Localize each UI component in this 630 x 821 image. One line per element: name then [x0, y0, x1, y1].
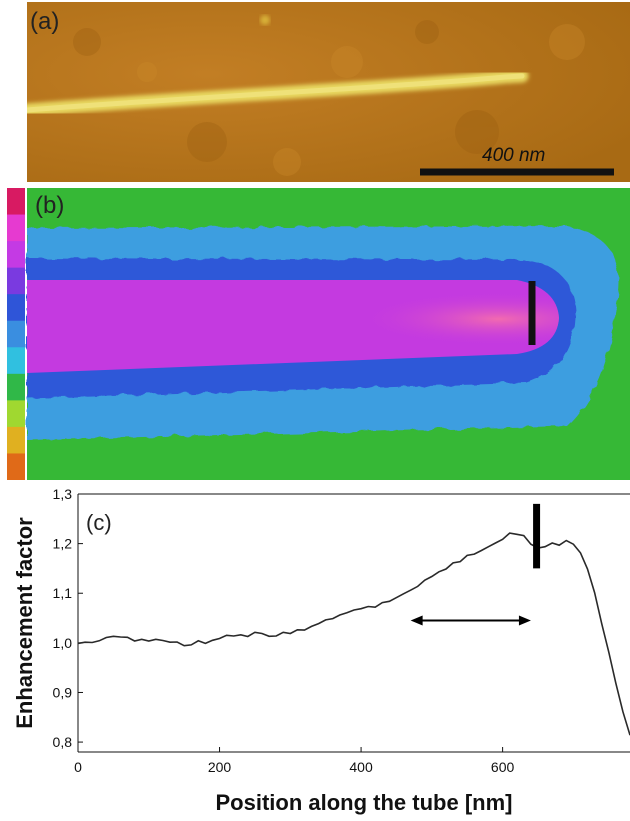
- y-axis-title: Enhancement factor: [12, 517, 37, 729]
- y-tick-label: 0,8: [53, 734, 73, 750]
- panel-a-label: (a): [30, 8, 60, 35]
- y-tick-label: 1,1: [53, 585, 73, 601]
- range-arrow-head-right: [518, 615, 531, 626]
- range-arrow-head-left: [410, 615, 423, 626]
- nanotube-highlight: [27, 73, 525, 113]
- colorbar-swatch: [7, 267, 25, 295]
- map-hotspot: [157, 280, 559, 358]
- colorbar-swatch: [7, 453, 25, 480]
- x-tick-label: 600: [491, 759, 515, 775]
- colorbar: [7, 188, 25, 480]
- colorbar-swatch: [7, 426, 25, 454]
- panel-c-label: (c): [86, 510, 112, 535]
- range-arrow: [410, 615, 531, 626]
- y-tick-label: 1,2: [53, 536, 73, 552]
- afm-image-graphic: [27, 2, 630, 182]
- panel-b-label: (b): [35, 192, 65, 219]
- colorbar-swatch: [7, 320, 25, 348]
- chart-frame: [77, 493, 630, 753]
- afm-noise: [73, 20, 585, 176]
- colorbar-swatch: [7, 294, 25, 322]
- scale-bar-label: 400 nm: [482, 145, 546, 166]
- colorbar-swatch: [7, 400, 25, 428]
- afm-topography-image: (a) 400 nm: [27, 2, 630, 182]
- afm-particle: [260, 15, 270, 25]
- colorbar-swatch: [7, 188, 25, 216]
- x-tick-label: 0: [74, 759, 82, 775]
- enhancement-map-graphic: [7, 188, 630, 480]
- enhancement-series-line: [77, 532, 630, 736]
- y-tick-label: 0,9: [53, 684, 73, 700]
- enhancement-chart: 0,8 0,9 1,0 1,1 1,2 1,3 0 200 400 600 Enhancemen…: [12, 486, 630, 815]
- colorbar-swatch: [7, 347, 25, 375]
- y-tick-label: 1,3: [53, 486, 73, 502]
- x-tick-label: 400: [349, 759, 373, 775]
- x-tick-label: 200: [208, 759, 232, 775]
- colorbar-swatch: [7, 214, 25, 242]
- colorbar-swatch: [7, 241, 25, 269]
- y-tick-label: 1,0: [53, 635, 73, 651]
- colorbar-swatch: [7, 373, 25, 401]
- x-axis: 0 200 400 600: [74, 747, 515, 775]
- x-axis-title: Position along the tube [nm]: [216, 790, 513, 815]
- enhancement-map: (b): [7, 188, 630, 480]
